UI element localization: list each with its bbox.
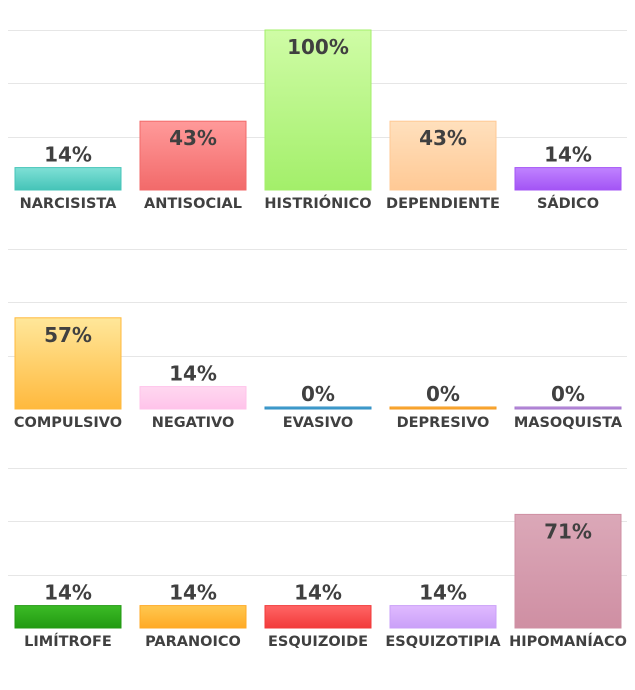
value-label: 0% [301,382,335,406]
value-label: 14% [294,581,342,605]
bar-esquizoide [264,605,372,629]
category-label: HISTRIÓNICO [264,194,371,212]
bar-esquizotipia [389,605,497,629]
bar-limítrofe [14,605,122,629]
category-label: NEGATIVO [152,415,235,431]
value-label: 71% [544,519,592,543]
value-label: 14% [419,581,467,605]
bar-evasivo [264,406,372,410]
bar-hipomaníaco [514,513,622,629]
chart-1: 14% NARCISISTA 43% ANTISOCIAL 100% HISTRIÓNIC… [8,29,627,212]
category-label: ESQUIZOIDE [268,634,368,650]
bar-dependiente [389,120,497,191]
category-label: DEPRESIVO [397,415,490,431]
bar-narcisista [14,167,122,191]
value-label: 14% [44,581,92,605]
bar-negativo [139,386,247,410]
bar-compulsivo [14,317,122,410]
value-label: 14% [169,581,217,605]
value-label: 0% [551,382,585,406]
category-label: LIMÍTROFE [24,633,112,650]
value-label: 14% [544,143,592,167]
bar-sádico [514,167,622,191]
value-label: 43% [169,126,217,150]
value-label: 14% [44,143,92,167]
bar-antisocial [139,120,247,191]
category-label: COMPULSIVO [14,415,122,431]
value-label: 100% [287,35,349,59]
value-label: 43% [419,126,467,150]
bar-depresivo [389,406,497,410]
category-label: EVASIVO [283,415,354,431]
bar-histriónico [264,29,372,191]
category-label: PARANOICO [145,634,241,650]
category-label: ESQUIZOTIPIA [385,634,501,650]
chart-3: 14% LIMÍTROFE 14% PARANOICO 14% ESQUIZOIDE 14%… [8,468,627,650]
category-label: DEPENDIENTE [386,196,500,212]
value-label: 14% [169,362,217,386]
value-label: 0% [426,382,460,406]
bar-masoquista [514,406,622,410]
chart-2: 57% COMPULSIVO 14% NEGATIVO 0% EVASIVO 0% DEPRE… [8,249,627,431]
category-label: HIPOMANÍACO [509,633,627,650]
bar-paranoico [139,605,247,629]
category-label: SÁDICO [537,195,599,212]
value-label: 57% [44,323,92,347]
category-label: ANTISOCIAL [144,196,242,212]
category-label: MASOQUISTA [514,415,623,431]
category-label: NARCISISTA [20,196,118,212]
